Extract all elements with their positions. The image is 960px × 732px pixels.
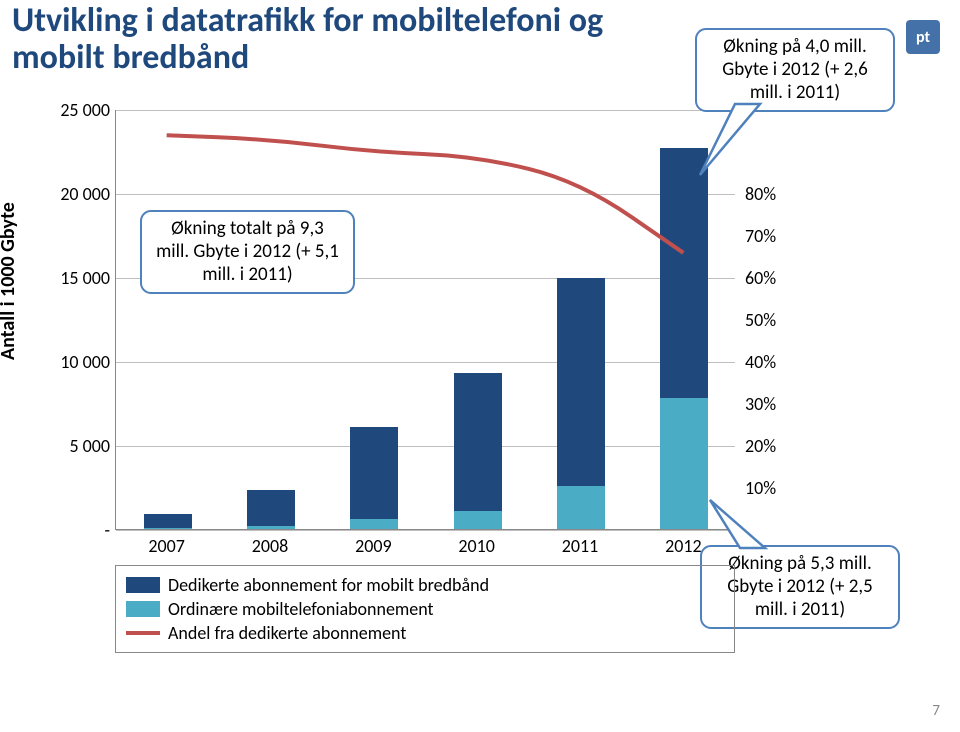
x-tick: 2011 xyxy=(550,535,610,557)
x-tick: 2010 xyxy=(447,535,507,557)
legend-item-ordinaere: Ordinære mobiltelefoniabonnement xyxy=(126,598,724,620)
bar-dedikerte xyxy=(660,148,708,398)
bar-dedikerte xyxy=(144,514,192,528)
y-right-tick: 50% xyxy=(745,309,776,331)
page-number: 7 xyxy=(932,702,940,720)
y-right-tick: 80% xyxy=(745,183,776,205)
x-tick: 2007 xyxy=(137,535,197,557)
x-tick: 2008 xyxy=(240,535,300,557)
legend-label-ordinaere: Ordinære mobiltelefoniabonnement xyxy=(168,598,434,620)
y-right-tick: 20% xyxy=(745,435,776,457)
legend-item-dedikerte: Dedikerte abonnement for mobilt bredbånd xyxy=(126,574,724,596)
y-left-tick: 20 000 xyxy=(55,183,110,205)
callout-line: mill. i 2011) xyxy=(711,82,879,105)
callout-line: mill. i 2011) xyxy=(716,599,884,622)
pt-logo-text: pt xyxy=(916,28,930,47)
bar-ordinaere xyxy=(557,486,605,529)
callout-line: Gbyte i 2012 (+ 2,6 xyxy=(711,59,879,82)
callout-left: Økning totalt på 9,3mill. Gbyte i 2012 (… xyxy=(140,210,355,294)
chart-legend: Dedikerte abonnement for mobilt bredbånd… xyxy=(115,565,735,653)
pt-logo-badge: pt xyxy=(906,20,940,54)
title-line2: mobilt bredbånd xyxy=(12,37,249,78)
y-left-tick: 25 000 xyxy=(55,99,110,121)
y-left-tick: 15 000 xyxy=(55,267,110,289)
legend-line-andel xyxy=(126,631,160,635)
bar-dedikerte xyxy=(557,278,605,486)
y-right-tick: 30% xyxy=(745,393,776,415)
legend-label-dedikerte: Dedikerte abonnement for mobilt bredbånd xyxy=(168,574,489,596)
x-tick: 2009 xyxy=(343,535,403,557)
slide-title: Utvikling i datatrafikk for mobiltelefon… xyxy=(12,2,603,77)
legend-label-andel: Andel fra dedikerte abonnement xyxy=(168,622,406,644)
y-right-tick: 40% xyxy=(745,351,776,373)
legend-swatch-ordinaere xyxy=(126,601,160,617)
bar-ordinaere xyxy=(247,526,295,529)
title-line1: Utvikling i datatrafikk for mobiltelefon… xyxy=(12,0,603,41)
bar-ordinaere xyxy=(144,528,192,529)
callout-top_right: Økning på 4,0 mill.Gbyte i 2012 (+ 2,6mi… xyxy=(695,28,895,112)
legend-item-andel: Andel fra dedikerte abonnement xyxy=(126,622,724,644)
chart-plot-area xyxy=(115,110,735,530)
callout-line: mill. Gbyte i 2012 (+ 5,1 xyxy=(156,241,339,264)
y-axis-title: Antall i 1000 Gbyte xyxy=(0,202,20,360)
callout-line: Økning på 5,3 mill. xyxy=(716,553,884,576)
bar-dedikerte xyxy=(350,427,398,519)
bar-ordinaere xyxy=(350,519,398,529)
legend-swatch-dedikerte xyxy=(126,577,160,593)
callout-line: mill. i 2011) xyxy=(156,264,339,287)
bar-ordinaere xyxy=(660,398,708,529)
y-right-tick: 70% xyxy=(745,225,776,247)
callout-line: Gbyte i 2012 (+ 2,5 xyxy=(716,576,884,599)
y-left-tick: - xyxy=(55,519,110,541)
y-right-tick: 60% xyxy=(745,267,776,289)
bar-dedikerte xyxy=(247,490,295,526)
y-right-tick: 10% xyxy=(745,477,776,499)
y-left-tick: 10 000 xyxy=(55,351,110,373)
callout-line: Økning på 4,0 mill. xyxy=(711,36,879,59)
y-left-tick: 5 000 xyxy=(55,435,110,457)
bar-ordinaere xyxy=(454,511,502,529)
bar-dedikerte xyxy=(454,373,502,512)
callout-line: Økning totalt på 9,3 xyxy=(156,218,339,241)
